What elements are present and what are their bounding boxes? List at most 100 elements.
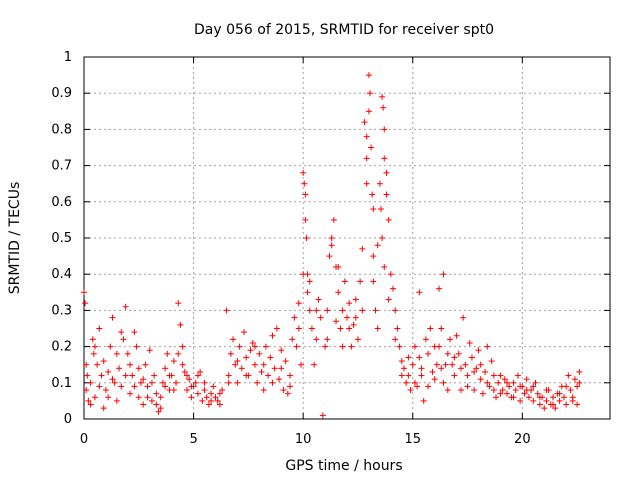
data-point [352, 314, 359, 321]
data-point [394, 325, 401, 332]
data-point [350, 321, 357, 328]
data-point [144, 394, 151, 401]
x-tick-label: 15 [404, 432, 421, 447]
data-point [146, 347, 153, 354]
data-point [96, 325, 103, 332]
data-point [477, 361, 484, 368]
data-point [303, 235, 310, 241]
data-point [127, 361, 134, 368]
data-point [251, 361, 258, 368]
data-point [372, 307, 379, 314]
data-point [438, 325, 445, 332]
data-point [477, 376, 484, 383]
data-point [166, 372, 173, 379]
data-point [339, 343, 346, 350]
data-point [87, 401, 94, 408]
data-point [560, 394, 567, 401]
data-point [370, 253, 377, 260]
data-point [254, 379, 261, 386]
data-point [556, 397, 563, 404]
data-point [370, 278, 377, 285]
data-point [335, 289, 342, 296]
data-point [348, 343, 355, 350]
data-point [398, 358, 405, 365]
data-point [278, 365, 285, 372]
data-point [420, 397, 427, 404]
data-point [300, 271, 307, 278]
data-point [131, 383, 138, 390]
data-point [122, 303, 129, 310]
data-point [280, 387, 287, 394]
data-point [418, 365, 425, 372]
data-point [341, 278, 348, 285]
data-point [497, 372, 504, 379]
data-point [319, 412, 326, 419]
data-point [503, 379, 510, 386]
data-point [567, 387, 574, 394]
data-point [449, 361, 456, 368]
data-point [517, 383, 524, 390]
y-tick-label: 0.7 [51, 159, 72, 174]
data-point [269, 332, 276, 339]
data-point [514, 372, 521, 379]
data-point [374, 242, 381, 249]
data-point [368, 144, 375, 151]
data-point [194, 390, 201, 397]
data-point [543, 387, 550, 394]
y-tick-label: 0.5 [51, 231, 72, 246]
data-point [83, 387, 90, 394]
data-point [287, 372, 294, 379]
data-point [510, 379, 517, 386]
data-point [153, 401, 160, 408]
data-point [113, 350, 120, 357]
data-point [425, 350, 432, 357]
data-point [230, 336, 237, 343]
data-point [91, 343, 98, 350]
data-point [175, 300, 182, 307]
x-tick-label: 10 [295, 432, 312, 447]
data-point [151, 372, 158, 379]
data-point [102, 387, 109, 394]
data-point [493, 394, 500, 401]
x-tick-label: 20 [514, 432, 531, 447]
data-point [422, 336, 429, 343]
data-point [490, 387, 497, 394]
data-point [385, 216, 392, 223]
data-point [96, 383, 103, 390]
data-point [367, 90, 374, 97]
data-point [83, 361, 90, 368]
y-tick-label: 0.6 [51, 195, 72, 210]
axis-ticks [83, 56, 610, 420]
data-point [370, 206, 377, 213]
data-point [416, 289, 423, 296]
data-point [197, 368, 204, 375]
data-point [488, 358, 495, 365]
data-point [536, 401, 543, 408]
data-point [521, 390, 528, 397]
data-point [100, 358, 107, 365]
data-point [219, 387, 226, 394]
data-point [475, 347, 482, 354]
data-point [436, 343, 443, 350]
data-point [387, 271, 394, 278]
y-tick-label: 0.1 [51, 376, 72, 391]
data-point [517, 397, 524, 404]
data-point [510, 394, 517, 401]
data-point [565, 372, 572, 379]
data-point [462, 361, 469, 368]
data-point [188, 394, 195, 401]
data-point [201, 387, 208, 394]
data-point [534, 390, 541, 397]
data-point [536, 394, 543, 401]
data-point [240, 329, 247, 336]
data-point [438, 365, 445, 372]
data-point [273, 325, 280, 332]
data-point [306, 278, 313, 285]
data-point [431, 376, 438, 383]
data-point [381, 155, 388, 162]
data-point [313, 307, 320, 314]
data-point [322, 343, 329, 350]
data-point [140, 376, 147, 383]
data-point [484, 379, 491, 386]
data-point [238, 365, 245, 372]
